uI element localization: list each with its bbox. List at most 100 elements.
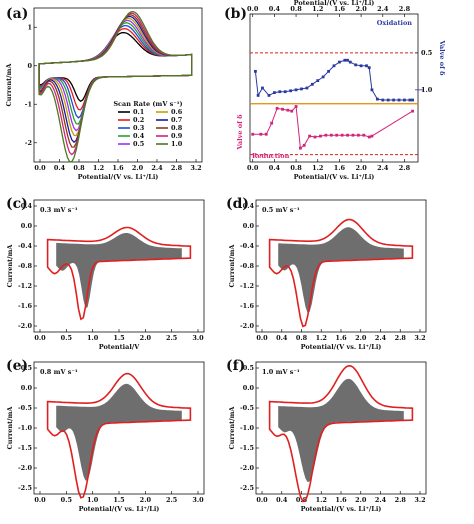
panel-b-top-xtick-label: 0.4 <box>269 5 281 13</box>
panel-f-ytick-label: 0.5 <box>243 364 255 372</box>
panel-d-xtick-label: 2.0 <box>355 334 367 342</box>
panel-a-legend-title: Scan Rate (mV s⁻¹) <box>113 100 182 108</box>
panel-b-marker <box>346 58 349 62</box>
panel-a-ytick-label: -1 <box>25 100 32 108</box>
panel-b-series-line <box>252 105 413 150</box>
panel-f-xtick-label: 3.2 <box>414 496 425 504</box>
panel-a-legend-label: 0.8 <box>171 124 183 132</box>
panel-f-ytick-label: 0.0 <box>243 384 255 392</box>
panel-d-ytick-label: -0.4 <box>240 242 254 250</box>
panel-b-marker <box>294 88 298 92</box>
panel-e-xtick-label: 1.5 <box>113 496 125 504</box>
panel-b-marker <box>286 108 290 112</box>
panel-a-xtick-label: 2.4 <box>151 164 163 172</box>
panel-b-xtick-label: 2.4 <box>377 164 389 172</box>
panel-a-ytick-label: -2 <box>25 139 32 147</box>
panel-b-marker <box>365 64 368 68</box>
panel-f-xtick-label: 1.2 <box>316 496 327 504</box>
panel-a-xtick-label: 1.6 <box>112 164 124 172</box>
panel-e-xlabel: Potential/(V vs. Li⁺/Li) <box>79 505 160 513</box>
panel-a-xtick-label: 2.0 <box>132 164 144 172</box>
panel-a-legend-label: 0.3 <box>133 124 145 132</box>
panel-b-marker <box>354 63 358 67</box>
panel-a-xlabel: Potential/(V vs. Li⁺/Li) <box>78 173 159 181</box>
panel-b-right-label: Valve of δ <box>438 39 446 76</box>
panel-b-marker <box>256 94 260 97</box>
panel-b-marker <box>343 58 347 62</box>
panel-d-xtick-label: 0.0 <box>256 334 268 342</box>
panel-b-marker <box>324 133 328 137</box>
panel-b-marker <box>272 91 276 95</box>
panel-f-ylabel: Current/mA <box>228 406 236 450</box>
panel-b-marker <box>359 64 363 68</box>
panel-d-ylabel: Current/mA <box>228 244 236 288</box>
panel-b-top-xtick-label: 0.8 <box>290 5 302 13</box>
panel-f-label: (f) <box>226 358 245 374</box>
panel-b-xtick-label: 2.0 <box>355 164 367 172</box>
panel-d-ytick-label: -0.8 <box>240 262 254 270</box>
panel-b-marker <box>327 69 330 73</box>
panel-c-label: (c) <box>6 196 28 212</box>
panel-a-xtick-label: 0.0 <box>34 164 46 172</box>
panel-e-ytick-label: -1.5 <box>18 444 32 452</box>
panel-b-top-xtick-label: 2.8 <box>399 5 411 13</box>
panel-b-xtick-label: 1.6 <box>334 164 346 172</box>
panel-e-ytick-label: -2.5 <box>18 484 32 492</box>
panel-b-marker <box>386 98 390 102</box>
panel-b-top-xtick-label: 0.0 <box>247 5 259 13</box>
panel-b-label: (b) <box>224 6 247 22</box>
panel-d-xtick-label: 1.2 <box>316 334 327 342</box>
panel-f-capacitive-area <box>278 378 404 482</box>
panel-b-marker <box>305 86 309 90</box>
panel-b-marker <box>340 133 344 137</box>
panel-b-marker <box>254 69 257 73</box>
panel-f-ytick-label: -1.5 <box>240 444 254 452</box>
panel-b-marker <box>346 133 349 137</box>
panel-d-xtick-label: 2.8 <box>395 334 407 342</box>
panel-a-xtick-label: 2.8 <box>171 164 183 172</box>
panel-c-ytick-label: -1.6 <box>18 302 32 310</box>
panel-b-marker <box>351 133 355 137</box>
panel-a-series-line <box>38 14 193 148</box>
panel-b-reduction-label: Reduction <box>252 152 290 160</box>
panel-e-ylabel: Current/mA <box>6 406 14 450</box>
panel-a-legend-label: 0.7 <box>171 116 182 124</box>
panel-a-xtick-label: 1.2 <box>93 164 104 172</box>
panel-e-scan-rate: 0.8 mV s⁻¹ <box>40 368 78 376</box>
panel-e-ytick-label: -0.5 <box>18 404 32 412</box>
panel-b-marker <box>261 86 264 90</box>
panel-c-xtick-label: 2.5 <box>166 334 178 342</box>
panel-a-ytick-label: 0 <box>27 62 32 70</box>
panel-e-ytick-label: -2.0 <box>18 464 32 472</box>
panel-b-marker <box>290 109 294 113</box>
panel-c-ytick-label: 0.4 <box>21 202 33 210</box>
panel-b-xlabel: Potential/(V vs. Li⁺/Li) <box>294 173 375 181</box>
panel-b-marker <box>294 105 298 108</box>
panel-a-series-group <box>38 10 193 163</box>
panel-c-ytick-label: 0.0 <box>21 222 33 230</box>
panel-b-marker <box>289 89 293 93</box>
panel-b-marker <box>403 98 406 102</box>
panel-c-ytick-label: -2.0 <box>18 322 32 330</box>
panel-a-legend-label: 0.9 <box>171 132 183 140</box>
panel-f-xtick-label: 2.0 <box>355 496 367 504</box>
panel-c-ylabel: Current/mA <box>6 244 14 288</box>
panel-e-xtick-label: 3.0 <box>192 496 204 504</box>
panel-f-ytick-label: -2.5 <box>240 484 254 492</box>
panel-b-marker <box>348 60 352 64</box>
panel-e-xtick-label: 2.5 <box>166 496 178 504</box>
panel-d-xtick-label: 1.6 <box>335 334 347 342</box>
panel-c-xlabel: Potential/V <box>99 343 140 351</box>
panel-b-marker <box>392 98 396 102</box>
panel-e-xtick-label: 0.5 <box>61 496 73 504</box>
panel-b-top-xtick-label: 2.0 <box>355 5 367 13</box>
panel-b-right-tick-label: 1.0 <box>421 86 433 94</box>
panel-b-marker <box>338 60 341 64</box>
panel-d-xtick-label: 0.8 <box>296 334 308 342</box>
panel-a-legend-label: 0.2 <box>133 116 144 124</box>
panel-b-right-tick-label: 0.5 <box>421 49 433 57</box>
panel-b-marker <box>321 75 325 79</box>
panel-b-marker <box>356 133 360 137</box>
panel-c-xtick-label: 0.5 <box>61 334 73 342</box>
